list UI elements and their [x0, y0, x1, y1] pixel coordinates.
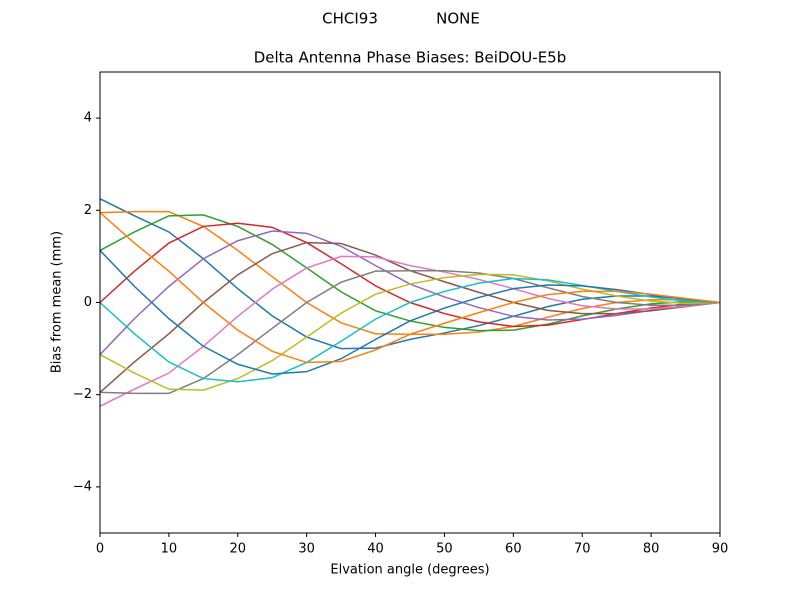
x-tick-label: 0	[96, 542, 104, 557]
series-line	[99, 212, 721, 364]
x-tick-label: 80	[643, 542, 660, 557]
y-tick-label: −4	[73, 479, 92, 494]
x-tick-label: 50	[436, 542, 453, 557]
chart-title: Delta Antenna Phase Biases: BeiDOU-E5b	[254, 49, 567, 67]
y-tick-label: −2	[73, 387, 92, 402]
x-tick-label: 70	[574, 542, 591, 557]
x-tick-label: 60	[505, 542, 522, 557]
series-line	[99, 210, 721, 336]
x-axis-label: Elvation angle (degrees)	[330, 563, 489, 578]
x-tick-label: 10	[161, 542, 178, 557]
series-line	[99, 273, 721, 391]
series-line	[99, 269, 721, 395]
series-line	[99, 249, 721, 375]
y-tick-label: 4	[84, 111, 92, 126]
station-name: CHCI93	[322, 10, 378, 28]
y-axis-label: Bias from mean (mm)	[50, 231, 65, 373]
x-tick-label: 90	[712, 542, 729, 557]
plot-frame	[99, 71, 721, 534]
y-tick-label: 0	[84, 295, 92, 310]
y-tick-label: 2	[84, 203, 92, 218]
x-tick-label: 40	[367, 542, 384, 557]
x-tick-label: 30	[298, 542, 315, 557]
x-tick-label: 20	[230, 542, 247, 557]
model-name: NONE	[436, 10, 480, 28]
